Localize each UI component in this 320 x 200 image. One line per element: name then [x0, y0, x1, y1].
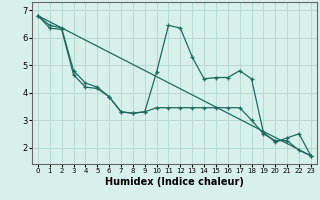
X-axis label: Humidex (Indice chaleur): Humidex (Indice chaleur) — [105, 177, 244, 187]
